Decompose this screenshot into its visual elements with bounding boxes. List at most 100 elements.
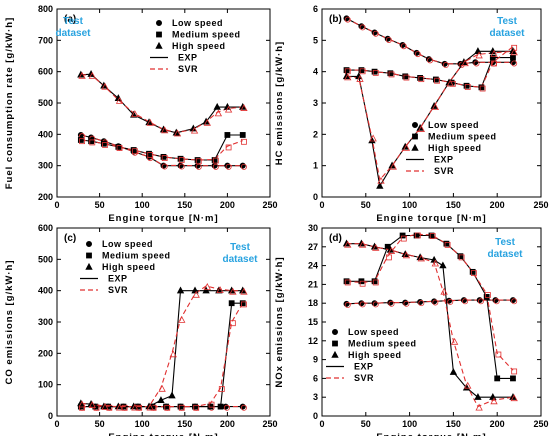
exp-point <box>228 300 235 307</box>
series-medium-speed <box>343 44 518 92</box>
y-tick-label: 800 <box>38 4 53 14</box>
legend-label: SVR <box>434 166 454 176</box>
exp-point <box>387 70 394 77</box>
y-tick-label: 3 <box>313 98 318 108</box>
svr-point <box>418 76 425 83</box>
y-tick-label: 0 <box>48 411 53 421</box>
svr-point <box>241 138 247 145</box>
legend-marker <box>156 31 162 38</box>
x-axis-label: Engine torque [N·m] <box>108 432 218 436</box>
y-tick-label: 27 <box>308 242 318 252</box>
svr-point <box>102 142 108 148</box>
legend-label: Medium speed <box>172 30 241 40</box>
exp-point <box>399 232 406 239</box>
svr-point <box>418 300 425 307</box>
svr-point <box>240 163 247 170</box>
exp-point <box>168 391 176 399</box>
svr-point <box>470 270 477 276</box>
svr-point <box>147 152 154 158</box>
svr-point <box>490 49 498 57</box>
x-tick-label: 150 <box>446 419 461 429</box>
svr-point <box>241 301 247 308</box>
svr-point <box>510 394 518 402</box>
x-tick-label: 250 <box>262 419 277 429</box>
exp-point <box>417 298 424 305</box>
exp-point <box>146 150 152 157</box>
exp-point <box>115 143 122 150</box>
chart-panel-4: 0 50 100 150 200 250 0 3 6 9 12 15 18 21 24 27 30 Engine … <box>274 223 549 436</box>
exp-point <box>494 375 501 382</box>
exp-point <box>202 286 210 294</box>
legend-label: High speed <box>102 262 156 272</box>
y-tick-label: 200 <box>38 348 53 358</box>
exp-point <box>239 162 246 169</box>
legend-label: EXP <box>178 53 198 63</box>
svr-point <box>432 299 439 306</box>
chart-panel-3: 0 50 100 150 200 250 0 100 200 300 400 500 600 Engine… <box>4 223 278 436</box>
svr-point <box>131 110 139 117</box>
exp-point <box>413 232 420 239</box>
exp-point <box>358 300 365 307</box>
svr-point <box>229 320 236 327</box>
svr-point <box>192 290 200 298</box>
x-tick-label: 50 <box>95 419 105 429</box>
exp-point <box>510 375 516 382</box>
chart-panel-2: 0 50 100 150 200 250 0 1 2 3 4 5 6 Engine torque [N·m… <box>274 4 549 224</box>
svr-point <box>79 138 85 145</box>
svr-point <box>203 118 211 126</box>
exp-point <box>428 232 435 239</box>
test-dataset-label: dataset <box>487 249 523 260</box>
exp-point <box>439 261 447 269</box>
svr-point <box>372 69 379 76</box>
y-tick-label: 400 <box>38 286 53 296</box>
x-tick-label: 100 <box>402 419 417 429</box>
exp-point <box>224 132 231 138</box>
svr-point <box>359 68 366 75</box>
svr-point <box>402 251 411 259</box>
y-tick-label: 100 <box>38 380 53 390</box>
svr-point <box>78 71 86 79</box>
exp-point <box>492 297 499 304</box>
svr-point <box>385 36 392 43</box>
svr-point <box>372 243 380 251</box>
test-dataset-label: dataset <box>489 28 525 39</box>
svr-point <box>359 24 366 31</box>
exp-point <box>343 67 350 73</box>
exp-point <box>371 68 378 75</box>
svr-point <box>484 292 491 298</box>
svr-line <box>346 46 514 88</box>
x-tick-label: 0 <box>54 419 59 429</box>
svr-point <box>344 16 351 23</box>
test-dataset-label: dataset <box>55 28 91 39</box>
svr-point <box>344 279 351 286</box>
svr-point <box>229 287 237 295</box>
y-tick-label: 21 <box>308 279 318 289</box>
y-tick-label: 3 <box>313 392 318 402</box>
svr-point <box>372 30 379 37</box>
svr-point <box>173 129 182 137</box>
y-tick-label: 1 <box>313 161 318 171</box>
exp-point <box>474 393 482 400</box>
legend-label: SVR <box>108 285 128 295</box>
x-tick-label: 0 <box>319 200 324 210</box>
svr-point <box>511 298 518 305</box>
svr-point <box>240 104 248 111</box>
svr-point <box>212 163 219 170</box>
exp-point <box>478 84 485 91</box>
legend-marker <box>86 240 93 247</box>
legend-label: Medium speed <box>102 251 171 261</box>
exp-point <box>130 147 137 153</box>
exp-point <box>472 59 479 66</box>
exp-point <box>88 138 94 145</box>
legend-marker <box>85 262 93 270</box>
exp-line <box>80 290 243 408</box>
svr-point <box>195 158 202 165</box>
svr-point <box>369 134 377 142</box>
svr-point <box>385 254 392 261</box>
y-tick-label: 500 <box>38 98 53 108</box>
svr-point <box>223 404 230 411</box>
x-tick-label: 150 <box>177 200 192 210</box>
svr-point <box>402 143 411 151</box>
x-tick-label: 50 <box>361 419 371 429</box>
